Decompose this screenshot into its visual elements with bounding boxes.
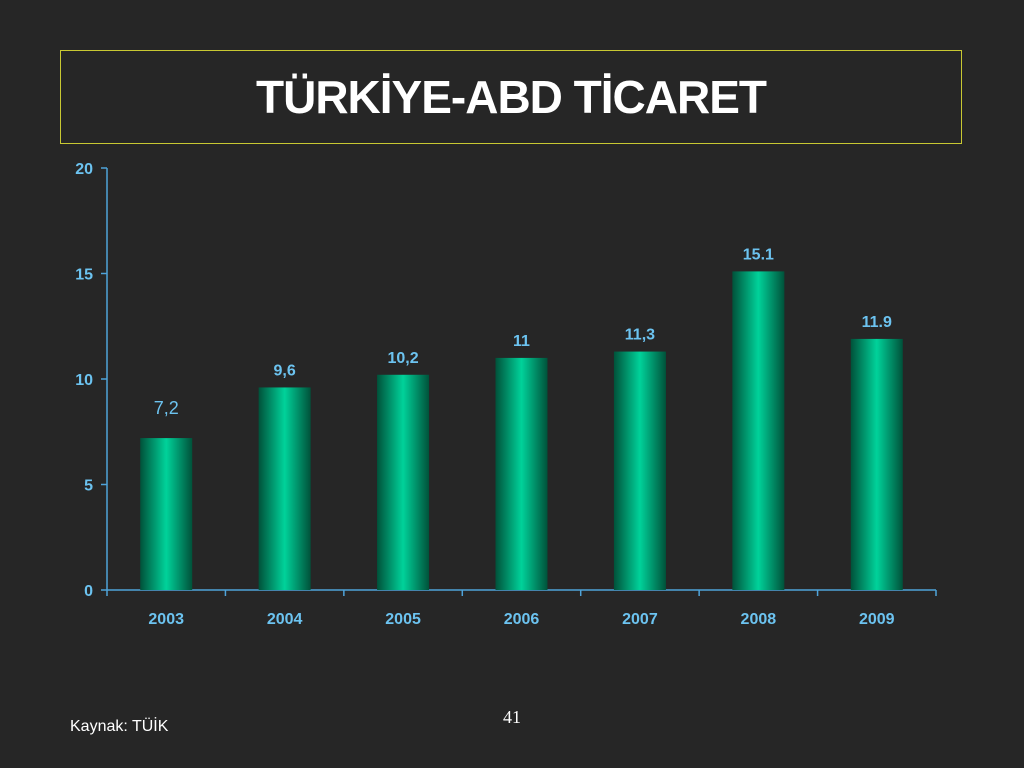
- title-box: TÜRKİYE-ABD TİCARET: [60, 50, 962, 144]
- bar: [613, 351, 666, 590]
- x-tick-label: 2005: [385, 611, 421, 628]
- data-label: 10,2: [388, 350, 419, 367]
- data-label: 7,2: [154, 398, 179, 418]
- slide-title: TÜRKİYE-ABD TİCARET: [256, 71, 767, 123]
- x-tick-label: 2003: [148, 611, 184, 628]
- data-label: 11: [513, 333, 530, 350]
- bar: [850, 338, 903, 590]
- data-label: 15.1: [743, 246, 774, 263]
- page-number: 41: [503, 707, 521, 727]
- y-tick-label: 10: [75, 372, 93, 389]
- data-label: 9,6: [274, 362, 296, 379]
- bar: [377, 374, 430, 590]
- y-tick-label: 15: [75, 267, 93, 284]
- bar: [495, 357, 548, 590]
- y-tick-label: 5: [84, 478, 93, 495]
- bar: [140, 438, 193, 590]
- bar: [258, 387, 311, 590]
- source-note: Kaynak: TÜİK: [70, 718, 169, 735]
- x-tick-label: 2004: [267, 611, 303, 628]
- data-label: 11.9: [862, 314, 892, 331]
- x-tick-label: 2007: [622, 611, 658, 628]
- chart-axes: 0 5 10 15 20: [75, 161, 937, 600]
- y-tick-label: 20: [75, 161, 93, 178]
- chart-labels: 7,2 2003 9,6 2004 10,2 2005 11 2006 11,3 2007 15.1…: [148, 246, 894, 628]
- data-label: 11,3: [625, 327, 655, 344]
- y-tick-label: 0: [84, 583, 93, 600]
- x-tick-label: 2009: [859, 611, 895, 628]
- bar: [732, 271, 785, 590]
- chart-bars: [140, 271, 903, 590]
- x-tick-label: 2008: [741, 611, 777, 628]
- x-tick-label: 2006: [504, 611, 540, 628]
